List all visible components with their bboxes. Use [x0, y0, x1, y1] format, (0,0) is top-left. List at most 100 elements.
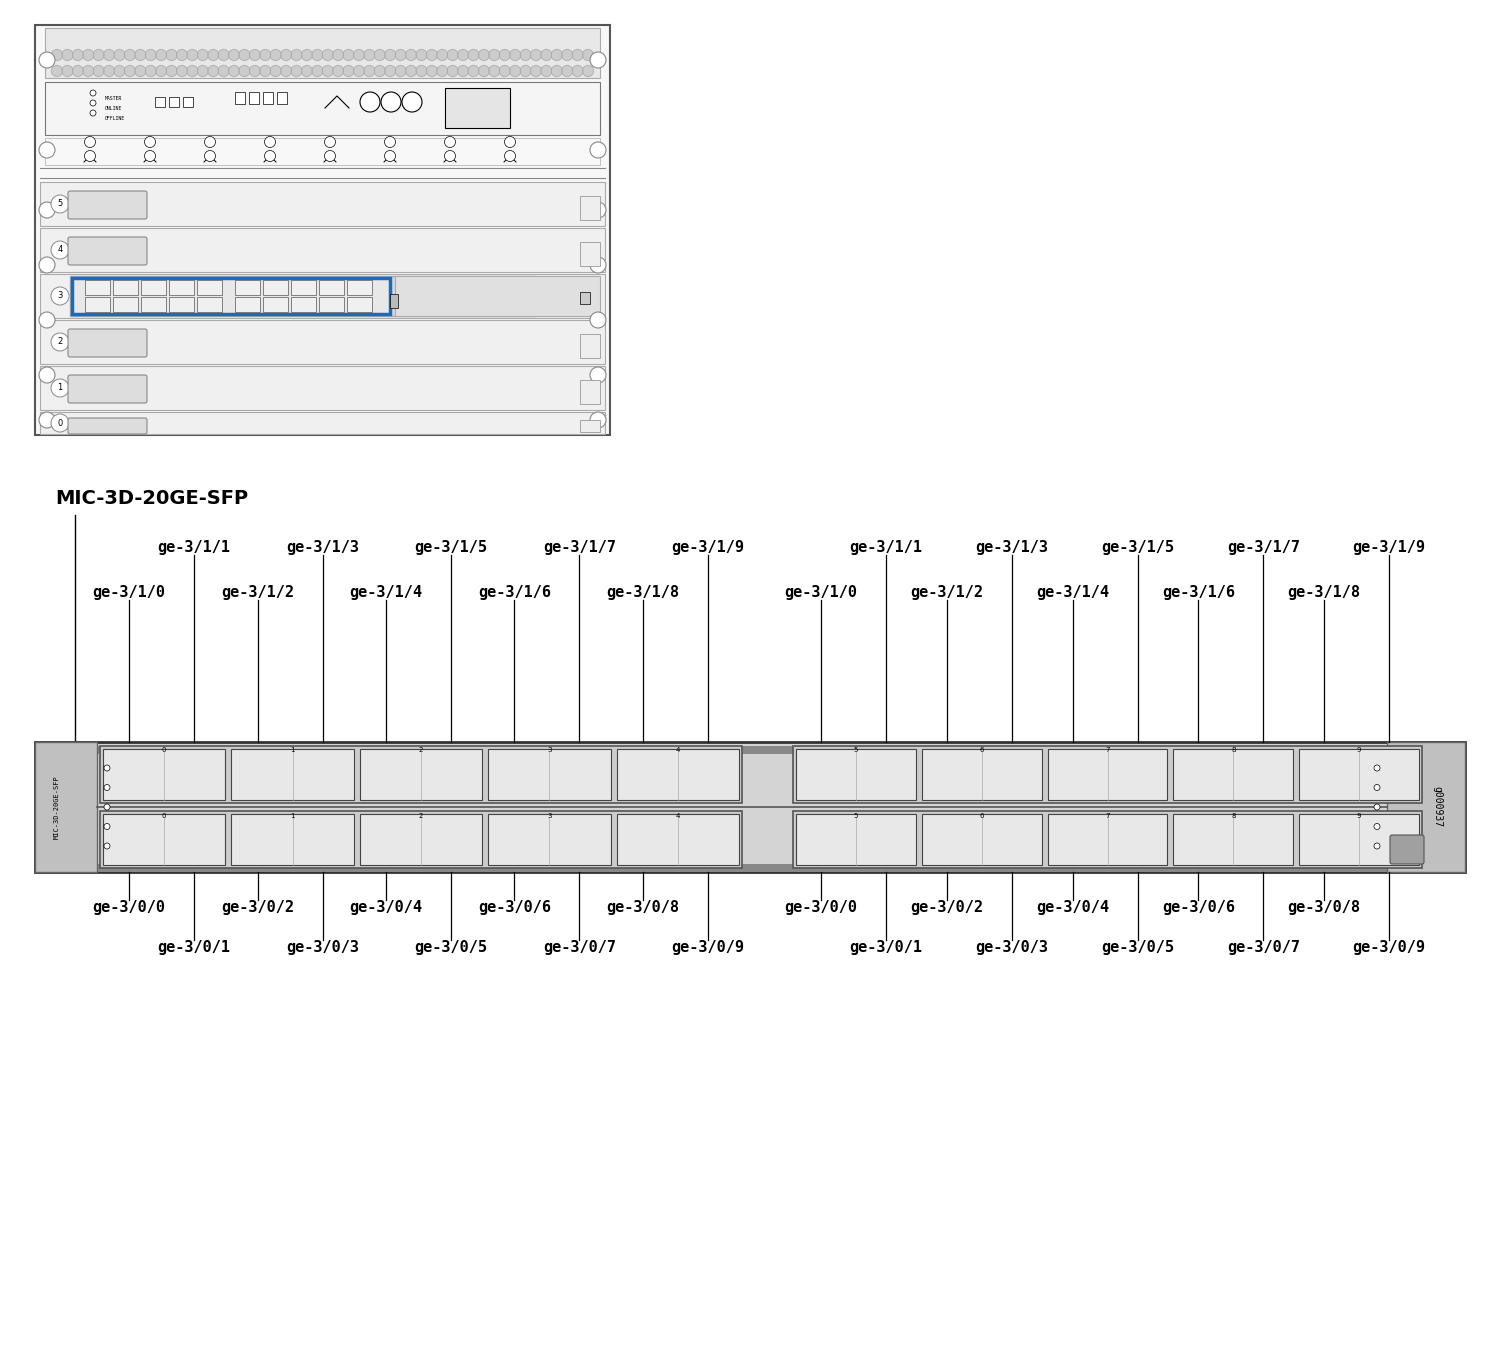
Circle shape: [302, 49, 312, 61]
Bar: [40, 367, 604, 410]
Bar: [262, 297, 288, 312]
Circle shape: [520, 49, 531, 61]
Text: 1: 1: [291, 747, 296, 752]
Circle shape: [1374, 765, 1380, 771]
Circle shape: [344, 49, 354, 61]
Bar: [1299, 750, 1419, 800]
Circle shape: [114, 49, 125, 61]
Circle shape: [39, 257, 56, 273]
Circle shape: [1374, 843, 1380, 849]
Bar: [580, 380, 600, 403]
Circle shape: [156, 65, 166, 76]
Circle shape: [436, 49, 447, 61]
Circle shape: [510, 49, 520, 61]
Circle shape: [354, 49, 364, 61]
Circle shape: [436, 65, 447, 76]
Bar: [580, 196, 600, 220]
Bar: [170, 96, 178, 107]
Circle shape: [590, 257, 606, 273]
Bar: [45, 139, 600, 166]
Bar: [922, 750, 1041, 800]
Bar: [40, 228, 604, 272]
Text: MASTER: MASTER: [105, 95, 123, 100]
Bar: [291, 297, 316, 312]
Bar: [794, 746, 1422, 803]
Bar: [922, 813, 1041, 865]
Circle shape: [62, 49, 74, 61]
Circle shape: [426, 49, 438, 61]
Bar: [796, 813, 916, 865]
Circle shape: [144, 151, 156, 162]
Circle shape: [1374, 823, 1380, 830]
Circle shape: [561, 65, 573, 76]
Circle shape: [51, 414, 69, 432]
Text: ge-3/1/1: ge-3/1/1: [158, 540, 231, 555]
Circle shape: [260, 65, 270, 76]
Circle shape: [93, 65, 104, 76]
Bar: [34, 24, 610, 435]
Bar: [40, 274, 604, 318]
Bar: [394, 276, 600, 316]
Circle shape: [531, 65, 542, 76]
Circle shape: [198, 49, 208, 61]
Text: ge-3/1/3: ge-3/1/3: [286, 540, 358, 555]
Circle shape: [582, 49, 594, 61]
Bar: [1173, 813, 1293, 865]
Circle shape: [444, 137, 456, 148]
Text: ge-3/0/6: ge-3/0/6: [478, 900, 550, 915]
Circle shape: [166, 49, 177, 61]
Circle shape: [354, 65, 364, 76]
Bar: [794, 811, 1422, 868]
Text: 8: 8: [1232, 747, 1236, 752]
Text: ge-3/1/7: ge-3/1/7: [1227, 540, 1300, 555]
Bar: [196, 280, 222, 295]
Text: ge-3/0/0: ge-3/0/0: [93, 900, 165, 915]
Text: ge-3/0/6: ge-3/0/6: [1162, 900, 1234, 915]
Bar: [488, 813, 610, 865]
Bar: [86, 297, 109, 312]
Circle shape: [322, 65, 333, 76]
Bar: [231, 750, 354, 800]
Bar: [249, 92, 259, 105]
Text: OFFLINE: OFFLINE: [105, 115, 125, 121]
Bar: [45, 81, 600, 134]
Circle shape: [188, 49, 198, 61]
Bar: [70, 276, 536, 316]
FancyBboxPatch shape: [68, 418, 147, 435]
Circle shape: [39, 143, 56, 158]
Circle shape: [93, 49, 104, 61]
Circle shape: [582, 65, 594, 76]
Circle shape: [405, 49, 417, 61]
Bar: [580, 292, 590, 304]
Bar: [183, 96, 194, 107]
Circle shape: [82, 65, 93, 76]
Circle shape: [542, 49, 552, 61]
Circle shape: [531, 49, 542, 61]
Circle shape: [249, 65, 261, 76]
Text: 2: 2: [419, 813, 423, 819]
Text: ge-3/1/1: ge-3/1/1: [849, 540, 922, 555]
Circle shape: [177, 49, 188, 61]
Circle shape: [1374, 785, 1380, 790]
Bar: [34, 741, 1466, 872]
Circle shape: [177, 65, 188, 76]
Bar: [100, 746, 742, 803]
Text: ge-3/0/2: ge-3/0/2: [910, 900, 982, 915]
Circle shape: [478, 65, 489, 76]
Circle shape: [270, 49, 280, 61]
Circle shape: [590, 411, 606, 428]
Circle shape: [552, 49, 562, 61]
Circle shape: [238, 65, 250, 76]
Text: MIC-3D-20GE-SFP: MIC-3D-20GE-SFP: [56, 489, 248, 508]
Circle shape: [458, 49, 468, 61]
Bar: [616, 750, 740, 800]
Bar: [346, 297, 372, 312]
Circle shape: [324, 137, 336, 148]
Circle shape: [114, 65, 125, 76]
Text: ge-3/0/0: ge-3/0/0: [784, 900, 858, 915]
Text: ge-3/0/1: ge-3/0/1: [158, 940, 231, 955]
Text: 6: 6: [980, 813, 984, 819]
Circle shape: [51, 287, 69, 306]
Circle shape: [51, 65, 63, 76]
Circle shape: [39, 411, 56, 428]
